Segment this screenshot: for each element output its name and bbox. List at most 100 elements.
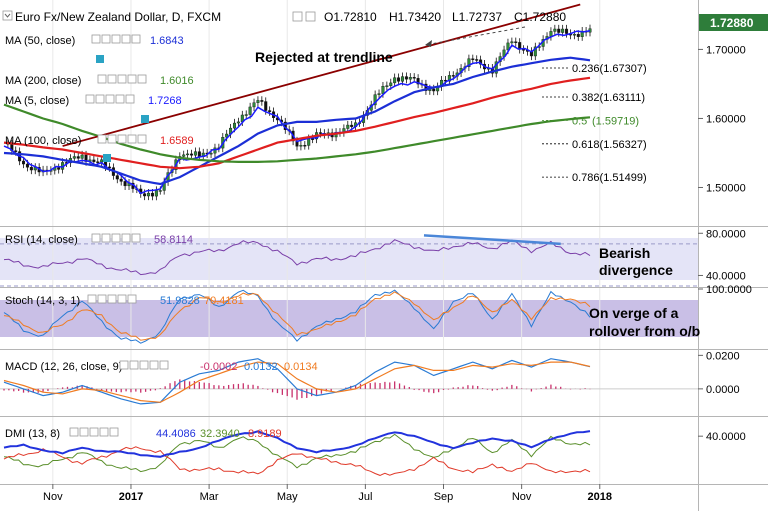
rsi-controls[interactable] xyxy=(91,233,141,243)
x-tick-label: Sep xyxy=(434,491,454,503)
ma50-controls[interactable] xyxy=(91,34,141,44)
candle-down xyxy=(451,75,455,77)
candle-up xyxy=(549,31,553,37)
header-collapse-icon[interactable] xyxy=(2,10,13,21)
settings-icon[interactable] xyxy=(103,154,111,162)
settings-icons[interactable] xyxy=(96,55,149,162)
dmi-y-tick: 40.0000 xyxy=(706,431,746,443)
macd-y-tick: 0.0000 xyxy=(706,384,740,396)
price-y-tick: 1.60000 xyxy=(706,113,746,125)
candle-down xyxy=(475,59,479,61)
macd-line xyxy=(3,358,591,405)
x-axis-ticks: Nov 2017 Mar May Jul Sep Nov 2018 xyxy=(43,484,612,503)
candle-up xyxy=(158,190,162,192)
candle-down xyxy=(150,192,154,197)
settings-icon[interactable] xyxy=(141,115,149,123)
rsi-value: 58.8114 xyxy=(154,234,193,246)
candle-down xyxy=(260,100,264,102)
candle-up xyxy=(252,102,256,108)
rejection-arrow-head xyxy=(425,40,432,47)
stoch-d-value: 70.4181 xyxy=(204,295,244,307)
ma200-value: 1.6016 xyxy=(160,75,194,87)
symbol-header: Euro Fx/New Zealand Dollar, D, FXCM O1.7… xyxy=(2,10,566,24)
price-y-tick: 1.50000 xyxy=(706,182,746,194)
annotation-verge: On verge of a xyxy=(589,305,679,321)
settings-icon[interactable] xyxy=(96,55,104,63)
candle-up xyxy=(377,93,381,95)
candle-up xyxy=(72,156,76,159)
candle-up xyxy=(389,82,393,86)
ma200-label[interactable]: MA (200, close) xyxy=(5,75,81,87)
candle-down xyxy=(264,101,268,111)
x-tick-label: Nov xyxy=(512,491,532,503)
dmi-minus-value: 8.9189 xyxy=(248,428,282,440)
stoch-y-tick: 100.0000 xyxy=(706,284,752,296)
candle-up xyxy=(225,133,229,138)
candle-up xyxy=(467,58,471,68)
dmi-plus-line xyxy=(3,433,591,473)
rsi-y-tick: 40.0000 xyxy=(706,270,746,282)
fib-value: (1.59719) xyxy=(592,115,639,127)
candle-up xyxy=(572,34,576,36)
macd-series xyxy=(0,358,698,405)
rsi-line xyxy=(3,239,591,276)
candle-up xyxy=(307,138,311,146)
ma5-controls[interactable] xyxy=(85,94,135,104)
ma50-value: 1.6843 xyxy=(150,35,184,47)
candle-up xyxy=(533,46,537,57)
fib-label: 0.618(1.56327) xyxy=(572,139,647,151)
stoch-d-line xyxy=(3,291,591,341)
ma100-value: 1.6589 xyxy=(160,135,194,147)
candle-down xyxy=(303,144,307,147)
dmi-plus-value: 32.3940 xyxy=(200,428,240,440)
chevron-down-icon xyxy=(4,13,11,18)
candle-down xyxy=(115,175,119,180)
candle-up xyxy=(209,152,213,155)
candle-up xyxy=(373,94,377,106)
last-price-badge: 1.72880 xyxy=(699,14,768,31)
ma5-label[interactable]: MA (5, close) xyxy=(5,95,69,107)
divergence-line xyxy=(423,234,561,246)
candle-down xyxy=(424,83,428,91)
candle-up xyxy=(186,153,190,156)
candle-up xyxy=(213,147,217,154)
dmi-label[interactable]: DMI (13, 8) xyxy=(5,428,60,440)
ma200-controls[interactable] xyxy=(97,74,147,84)
price-y-tick: 1.70000 xyxy=(706,44,746,56)
ma50-label[interactable]: MA (50, close) xyxy=(5,35,75,47)
candle-down xyxy=(197,151,201,158)
header-controls[interactable] xyxy=(292,11,316,22)
last-price-bg xyxy=(699,14,768,31)
annotation-divergence: divergence xyxy=(599,262,673,278)
candle-up xyxy=(381,85,385,94)
ma-legend: MA (50, close) 1.6843 MA (200, close) 1.… xyxy=(5,34,194,147)
candle-down xyxy=(143,193,147,197)
dmi-controls[interactable] xyxy=(69,427,119,437)
candle-up xyxy=(299,144,303,147)
candle-down xyxy=(107,166,111,169)
ma100-controls[interactable] xyxy=(97,134,147,144)
candle-down xyxy=(397,77,401,82)
dmi-adx-value: 44.4086 xyxy=(156,428,196,440)
annotation-rollover: rollover from o/b xyxy=(589,323,700,339)
macd-signal-value: 0.0134 xyxy=(284,361,318,373)
stoch-label[interactable]: Stoch (14, 3, 1) xyxy=(5,295,80,307)
x-tick-label: Mar xyxy=(200,491,219,503)
price-series xyxy=(3,3,592,201)
symbol-title: Euro Fx/New Zealand Dollar, D, FXCM xyxy=(15,10,221,24)
ma100-label[interactable]: MA (100, close) xyxy=(5,135,81,147)
candle-down xyxy=(576,34,580,37)
macd-label[interactable]: MACD (12, 26, close, 9) xyxy=(5,361,122,373)
stoch-controls[interactable] xyxy=(87,294,137,304)
candle-down xyxy=(565,28,569,34)
candle-down xyxy=(432,88,436,92)
candle-down xyxy=(57,167,61,170)
stoch-k-value: 51.9828 xyxy=(160,295,200,307)
macd-controls[interactable] xyxy=(119,360,169,370)
fib-label: 0.236(1.67307) xyxy=(572,63,647,75)
candle-up xyxy=(244,114,248,116)
rsi-label[interactable]: RSI (14, close) xyxy=(5,234,78,246)
ma-line-50 xyxy=(3,56,591,186)
